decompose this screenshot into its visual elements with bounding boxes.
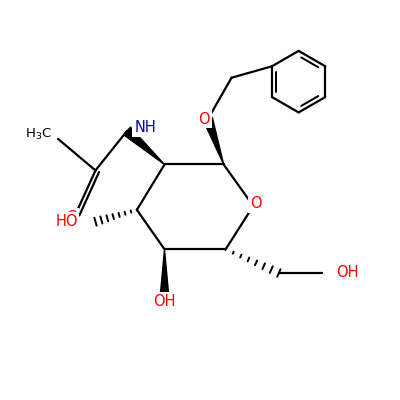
Polygon shape [124,127,164,164]
Polygon shape [160,249,168,293]
Text: OH: OH [153,294,176,309]
Text: O: O [198,112,210,127]
Text: NH: NH [134,120,156,135]
Text: O: O [250,196,262,212]
Text: HO: HO [55,214,78,229]
Polygon shape [204,118,224,164]
Text: O: O [66,210,78,225]
Text: H$_3$C: H$_3$C [25,127,52,142]
Text: OH: OH [336,266,358,280]
